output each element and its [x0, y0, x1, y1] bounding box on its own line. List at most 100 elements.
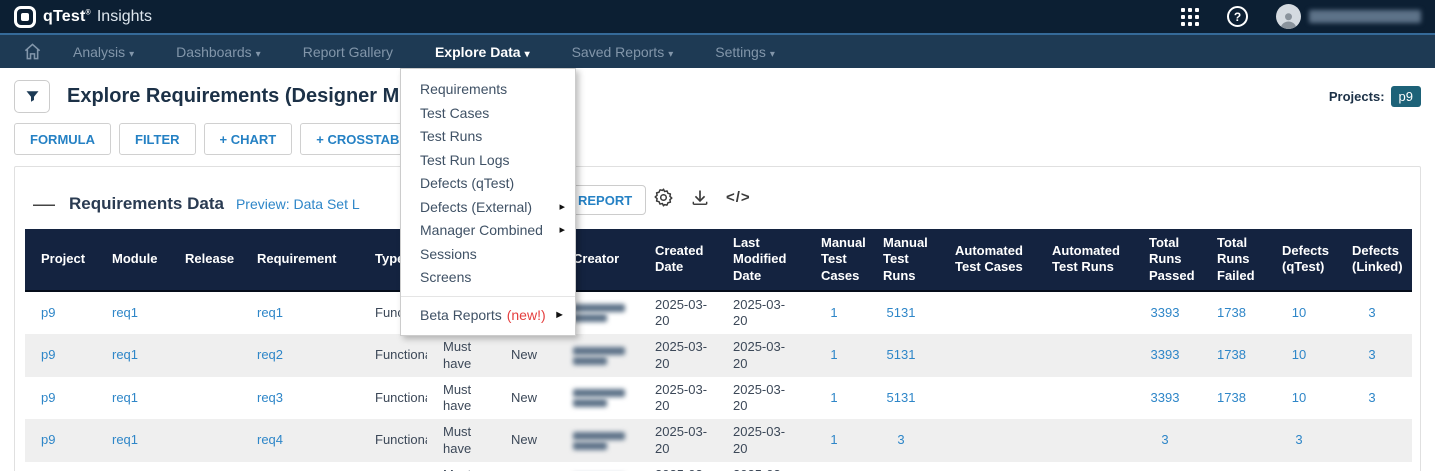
cell: 2025-03-20: [639, 419, 717, 462]
cell-link[interactable]: 10: [1292, 305, 1306, 320]
cell: Must have: [427, 462, 495, 471]
cell: Functional: [359, 334, 427, 377]
col-header-release[interactable]: Release: [169, 229, 241, 291]
cell-link[interactable]: 3393: [1151, 305, 1180, 320]
creator-cell: [557, 419, 639, 462]
filter-toggle-button[interactable]: [14, 80, 50, 113]
cell: 2025-03-20: [717, 291, 805, 335]
col-header-project[interactable]: Project: [25, 229, 96, 291]
nav-item-analysis[interactable]: Analysis▾: [52, 44, 155, 60]
creator-cell: [557, 334, 639, 377]
cell-link[interactable]: 3393: [1151, 390, 1180, 405]
requirements-table: ProjectModuleReleaseRequirementTypeCreat…: [25, 229, 1412, 471]
chart-button[interactable]: + CHART: [204, 123, 293, 155]
col-header-total-runs-passed[interactable]: Total Runs Passed: [1133, 229, 1201, 291]
cell: [1201, 419, 1266, 462]
formula-button[interactable]: FORMULA: [14, 123, 111, 155]
cell: [939, 334, 1036, 377]
cell: [169, 419, 241, 462]
user-menu[interactable]: [1276, 4, 1421, 29]
cell: Must have: [427, 377, 495, 420]
menu-item-test-runs[interactable]: Test Runs: [401, 125, 575, 149]
menu-item-screens[interactable]: Screens: [401, 266, 575, 290]
cell-link[interactable]: 5131: [887, 347, 916, 362]
cell-link[interactable]: p9: [41, 347, 55, 362]
nav-item-report-gallery[interactable]: Report Gallery: [282, 44, 414, 60]
menu-item-manager-combined[interactable]: Manager Combined▸: [401, 219, 575, 243]
preview-dataset-link[interactable]: Preview: Data Set L: [236, 196, 360, 212]
cell-link[interactable]: 1: [830, 390, 837, 405]
col-header-created-date[interactable]: Created Date: [639, 229, 717, 291]
nav-item-explore-data[interactable]: Explore Data▾: [414, 44, 551, 60]
nav-item-settings[interactable]: Settings▾: [694, 44, 796, 60]
cell: [1036, 334, 1133, 377]
cell-link[interactable]: req1: [257, 305, 283, 320]
cell-link[interactable]: req1: [112, 347, 138, 362]
cell-link[interactable]: p9: [41, 390, 55, 405]
menu-item-test-cases[interactable]: Test Cases: [401, 102, 575, 126]
cell-link[interactable]: 3: [897, 432, 904, 447]
nav-item-saved-reports[interactable]: Saved Reports▾: [551, 44, 695, 60]
filter-button[interactable]: FILTER: [119, 123, 196, 155]
cell-link[interactable]: 1738: [1217, 347, 1246, 362]
cell-link[interactable]: 5131: [887, 390, 916, 405]
col-header-defects-qtest[interactable]: Defects (qTest): [1266, 229, 1336, 291]
menu-item-defects-qtest[interactable]: Defects (qTest): [401, 172, 575, 196]
help-icon[interactable]: ?: [1227, 6, 1248, 27]
cell-link[interactable]: p9: [41, 305, 55, 320]
cell-link[interactable]: 1738: [1217, 305, 1246, 320]
panel-header: — Requirements Data Preview: Data Set L …: [15, 167, 1420, 219]
cell-link[interactable]: 3: [1368, 305, 1375, 320]
cell-link[interactable]: req4: [257, 432, 283, 447]
col-header-automated-test-cases[interactable]: Automated Test Cases: [939, 229, 1036, 291]
menu-item-test-run-logs[interactable]: Test Run Logs: [401, 149, 575, 173]
menu-item-defects-external[interactable]: Defects (External)▸: [401, 196, 575, 220]
col-header-last-modified-date[interactable]: Last Modified Date: [717, 229, 805, 291]
user-name-redacted: [1309, 10, 1421, 23]
cell-link[interactable]: req1: [112, 305, 138, 320]
col-header-requirement[interactable]: Requirement: [241, 229, 359, 291]
cell-link[interactable]: 3393: [1151, 347, 1180, 362]
menu-item-sessions[interactable]: Sessions: [401, 243, 575, 267]
explore-data-dropdown-menu: RequirementsTest CasesTest RunsTest Run …: [400, 68, 576, 336]
col-header-automated-test-runs[interactable]: Automated Test Runs: [1036, 229, 1133, 291]
cell: 2025-03-20: [717, 334, 805, 377]
menu-item-requirements[interactable]: Requirements: [401, 78, 575, 102]
cell-link[interactable]: p9: [41, 432, 55, 447]
cell-link[interactable]: req2: [257, 347, 283, 362]
cell-link[interactable]: 10: [1292, 390, 1306, 405]
cell-link[interactable]: 3: [1368, 390, 1375, 405]
nav-item-dashboards[interactable]: Dashboards▾: [155, 44, 282, 60]
code-icon[interactable]: </>: [726, 189, 751, 206]
menu-item-beta-reports[interactable]: Beta Reports(new!) ►: [401, 304, 575, 328]
table-header-row: ProjectModuleReleaseRequirementTypeCreat…: [25, 229, 1412, 291]
product-name: Insights: [97, 8, 152, 26]
cell-link[interactable]: req3: [257, 390, 283, 405]
col-header-manual-test-runs[interactable]: Manual Test Runs: [867, 229, 939, 291]
cell-link[interactable]: 10: [1292, 347, 1306, 362]
download-icon[interactable]: [690, 188, 710, 208]
cell-link[interactable]: 1: [830, 432, 837, 447]
cell-link[interactable]: 3: [1161, 432, 1168, 447]
project-badge[interactable]: p9: [1391, 86, 1421, 107]
cell-link[interactable]: req1: [112, 390, 138, 405]
cell-link[interactable]: 1: [830, 305, 837, 320]
apps-grid-icon[interactable]: [1181, 8, 1199, 26]
cell-link[interactable]: req1: [112, 432, 138, 447]
crosstab-button[interactable]: + CROSSTAB: [300, 123, 415, 155]
col-header-module[interactable]: Module: [96, 229, 169, 291]
collapse-panel-icon[interactable]: —: [33, 191, 63, 217]
col-header-defects-linked[interactable]: Defects (Linked): [1336, 229, 1412, 291]
cell-link[interactable]: 3: [1295, 432, 1302, 447]
new-badge: (new!): [507, 307, 546, 323]
cell: Must have: [427, 419, 495, 462]
gear-icon[interactable]: [653, 187, 674, 208]
col-header-total-runs-failed[interactable]: Total Runs Failed: [1201, 229, 1266, 291]
cell-link[interactable]: 1: [830, 347, 837, 362]
home-icon[interactable]: [12, 42, 52, 61]
cell: Must have: [427, 334, 495, 377]
cell-link[interactable]: 1738: [1217, 390, 1246, 405]
col-header-manual-test-cases[interactable]: Manual Test Cases: [805, 229, 867, 291]
cell-link[interactable]: 3: [1368, 347, 1375, 362]
cell-link[interactable]: 5131: [887, 305, 916, 320]
